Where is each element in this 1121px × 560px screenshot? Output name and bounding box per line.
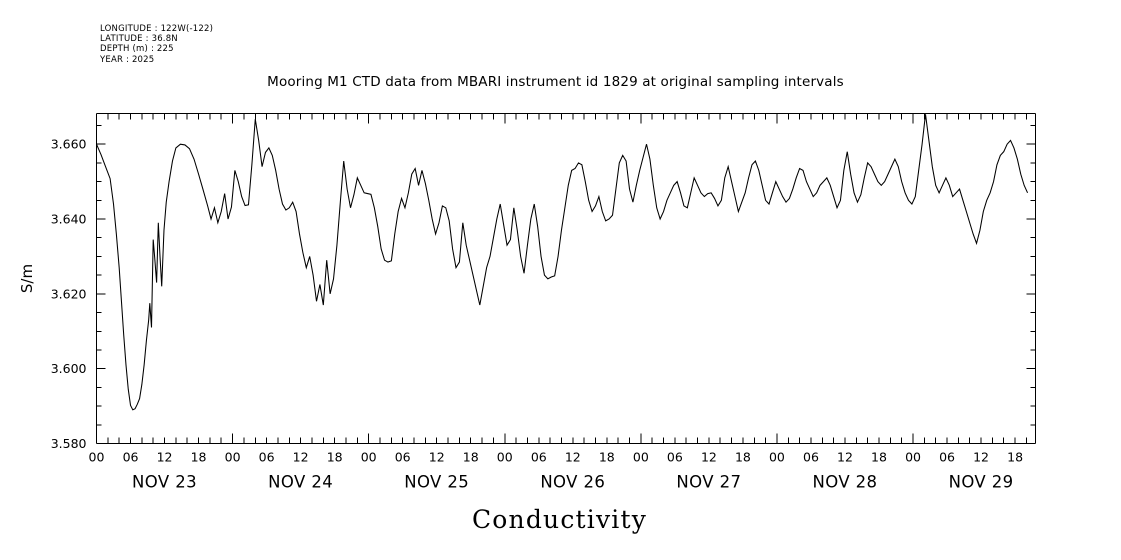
x-hour-label: 18 [1007, 450, 1023, 465]
x-day-label: NOV 25 [404, 473, 469, 492]
x-hour-label: 12 [429, 450, 445, 465]
x-hour-label: 18 [871, 450, 887, 465]
x-hour-label: 06 [531, 450, 547, 465]
x-day-label: NOV 29 [949, 473, 1014, 492]
x-hour-label: 12 [701, 450, 717, 465]
x-hour-label: 06 [395, 450, 411, 465]
metadata-year: YEAR : 2025 [100, 54, 155, 65]
x-hour-label: 12 [157, 450, 173, 465]
x-hour-label: 06 [123, 450, 139, 465]
x-hour-label: 12 [293, 450, 309, 465]
x-axis-hour-labels: 00 06 12 18 00 06 12 18 00 06 12 18 00 06 12 18 00 06 12 18… [89, 450, 1024, 465]
x-hour-label: 12 [565, 450, 581, 465]
page-title-text: Mooring M1 CTD data from MBARI instrumen… [267, 74, 844, 90]
x-day-label: NOV 23 [132, 473, 197, 492]
y-tick-label: 3.660 [51, 137, 87, 152]
page-title: Mooring M1 CTD data from MBARI instrumen… [0, 74, 1121, 90]
x-hour-label: 06 [803, 450, 819, 465]
y-axis-ticks [96, 124, 1036, 444]
x-hour-label: 18 [735, 450, 751, 465]
y-tick-label: 3.600 [51, 361, 87, 376]
y-tick-label: 3.620 [51, 286, 87, 301]
conductivity-data-trace [96, 114, 1029, 411]
x-hour-label: 18 [191, 450, 207, 465]
x-hour-label: 00 [361, 450, 377, 465]
y-axis-title: S/m [18, 264, 36, 293]
x-axis-ticks [96, 113, 1027, 444]
x-hour-label: 12 [973, 450, 989, 465]
x-hour-label: 00 [225, 450, 241, 465]
x-axis-day-labels: NOV 23 NOV 24 NOV 25 NOV 26 NOV 27 NOV 28 NOV … [132, 473, 1013, 492]
metadata-longitude: LONGITUDE : 122W(-122) [100, 24, 214, 34]
x-hour-label: 00 [905, 450, 921, 465]
x-hour-label: 00 [497, 450, 513, 465]
metadata-block: LONGITUDE : 122W(-122) LATITUDE : 36.8N … [100, 24, 213, 65]
x-day-label: NOV 24 [268, 473, 333, 492]
y-tick-label: 3.580 [51, 436, 87, 451]
x-hour-label: 00 [769, 450, 785, 465]
metadata-depth: DEPTH (m) : 225 [100, 44, 174, 55]
x-hour-label: 18 [463, 450, 479, 465]
x-hour-label: 18 [327, 450, 343, 465]
metadata-latitude: LATITUDE : 36.8N [100, 34, 178, 45]
plot-frame [95, 112, 1037, 445]
y-tick-label: 3.640 [51, 212, 87, 227]
x-hour-label: 06 [667, 450, 683, 465]
chart-caption: Conductivity [0, 505, 1121, 534]
x-hour-label: 12 [837, 450, 853, 465]
y-axis-tick-labels: 3.580 3.600 3.620 3.640 3.660 [51, 137, 87, 451]
x-hour-label: 06 [939, 450, 955, 465]
x-hour-label: 06 [259, 450, 275, 465]
x-hour-label: 18 [599, 450, 615, 465]
x-day-label: NOV 27 [676, 473, 741, 492]
x-day-label: NOV 28 [812, 473, 877, 492]
chart-caption-text: Conductivity [471, 505, 648, 534]
x-day-label: NOV 26 [540, 473, 605, 492]
x-hour-label: 00 [633, 450, 649, 465]
y-axis-title-text: S/m [18, 264, 36, 293]
x-hour-label: 00 [89, 450, 105, 465]
